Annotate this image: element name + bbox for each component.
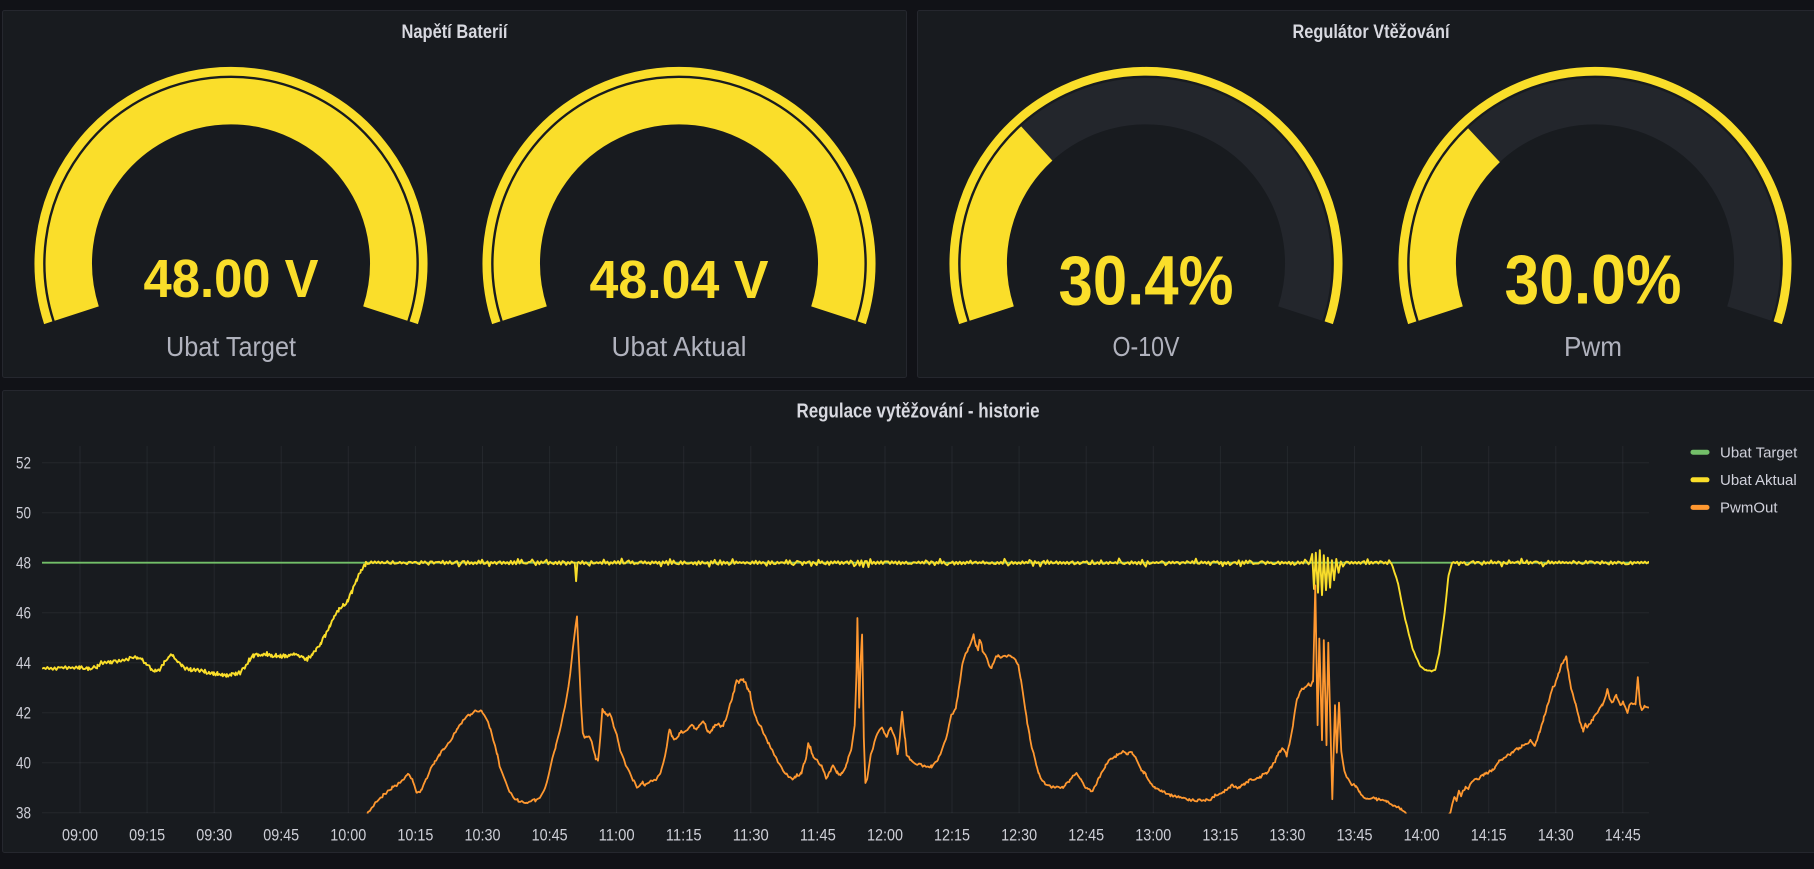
svg-text:09:45: 09:45 bbox=[263, 826, 299, 844]
svg-text:11:15: 11:15 bbox=[666, 826, 702, 844]
svg-text:13:00: 13:00 bbox=[1135, 826, 1171, 844]
svg-text:12:30: 12:30 bbox=[1001, 826, 1037, 844]
svg-text:14:30: 14:30 bbox=[1538, 826, 1574, 844]
svg-text:Napětí Baterií: Napětí Baterií bbox=[402, 22, 509, 43]
svg-text:14:00: 14:00 bbox=[1404, 826, 1440, 844]
svg-text:48.00 V: 48.00 V bbox=[144, 249, 319, 309]
svg-text:44: 44 bbox=[16, 655, 31, 673]
svg-text:11:00: 11:00 bbox=[599, 826, 635, 844]
svg-text:Ubat Aktual: Ubat Aktual bbox=[1720, 472, 1797, 489]
svg-text:13:15: 13:15 bbox=[1202, 826, 1238, 844]
svg-text:PwmOut: PwmOut bbox=[1720, 500, 1778, 517]
svg-text:09:30: 09:30 bbox=[196, 826, 232, 844]
svg-text:Ubat Target: Ubat Target bbox=[1720, 444, 1798, 461]
svg-text:48: 48 bbox=[16, 555, 31, 573]
svg-text:42: 42 bbox=[16, 705, 31, 723]
svg-text:13:30: 13:30 bbox=[1269, 826, 1305, 844]
svg-text:52: 52 bbox=[16, 455, 31, 473]
svg-text:10:00: 10:00 bbox=[330, 826, 366, 844]
svg-text:10:15: 10:15 bbox=[397, 826, 433, 844]
svg-text:14:15: 14:15 bbox=[1471, 826, 1507, 844]
svg-text:14:45: 14:45 bbox=[1605, 826, 1641, 844]
svg-text:Ubat Target: Ubat Target bbox=[166, 331, 296, 362]
svg-text:O-10V: O-10V bbox=[1113, 331, 1180, 362]
svg-text:10:45: 10:45 bbox=[532, 826, 568, 844]
svg-text:11:30: 11:30 bbox=[733, 826, 769, 844]
svg-text:38: 38 bbox=[16, 805, 31, 823]
svg-text:40: 40 bbox=[16, 755, 31, 773]
svg-text:13:45: 13:45 bbox=[1337, 826, 1373, 844]
svg-text:48.04 V: 48.04 V bbox=[590, 250, 769, 310]
svg-text:Regulace vytěžování - historie: Regulace vytěžování - historie bbox=[797, 399, 1040, 422]
svg-text:Ubat Aktual: Ubat Aktual bbox=[612, 331, 747, 362]
svg-text:12:45: 12:45 bbox=[1068, 826, 1104, 844]
svg-text:10:30: 10:30 bbox=[465, 826, 501, 844]
svg-text:30.0%: 30.0% bbox=[1505, 241, 1682, 319]
svg-text:30.4%: 30.4% bbox=[1059, 241, 1234, 319]
svg-text:09:15: 09:15 bbox=[129, 826, 165, 844]
svg-text:Regulátor Vtěžování: Regulátor Vtěžování bbox=[1293, 22, 1451, 43]
svg-text:12:00: 12:00 bbox=[867, 826, 903, 844]
svg-text:11:45: 11:45 bbox=[800, 826, 836, 844]
svg-text:Pwm: Pwm bbox=[1564, 331, 1622, 362]
svg-text:46: 46 bbox=[16, 605, 31, 623]
svg-text:09:00: 09:00 bbox=[62, 826, 98, 844]
svg-text:12:15: 12:15 bbox=[934, 826, 970, 844]
svg-text:50: 50 bbox=[16, 505, 31, 523]
